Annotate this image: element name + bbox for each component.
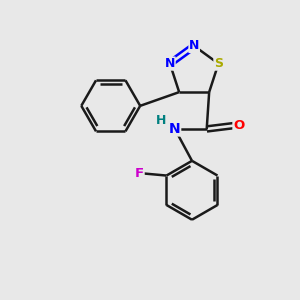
- Text: H: H: [156, 114, 166, 127]
- Text: O: O: [233, 118, 244, 131]
- Text: S: S: [214, 57, 223, 70]
- Text: N: N: [189, 40, 200, 52]
- Text: F: F: [135, 167, 144, 180]
- Text: N: N: [165, 57, 175, 70]
- Text: N: N: [169, 122, 181, 136]
